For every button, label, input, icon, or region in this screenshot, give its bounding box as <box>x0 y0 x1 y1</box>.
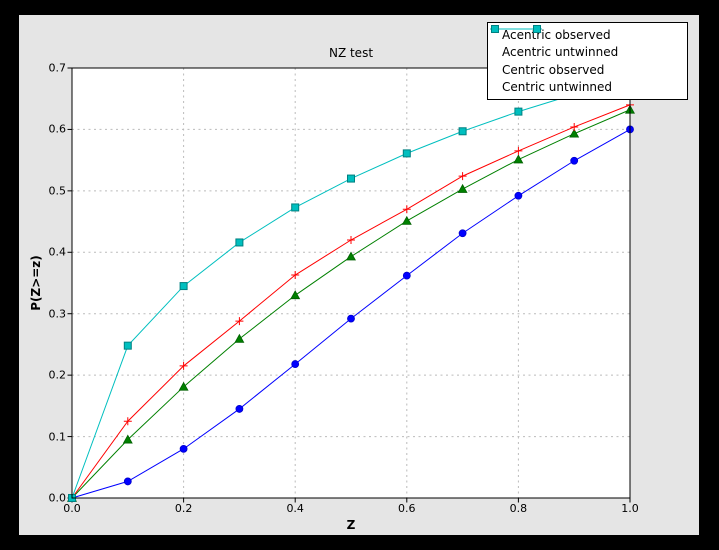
data-point-marker <box>402 205 411 214</box>
x-tick-label: 0.8 <box>509 502 528 515</box>
data-point-marker <box>178 381 189 391</box>
data-point-marker <box>402 149 411 158</box>
data-point-marker <box>458 127 467 136</box>
data-point-marker <box>533 25 541 33</box>
x-tick-label: 0.6 <box>398 502 416 515</box>
data-point-marker <box>179 282 188 291</box>
data-point-marker <box>291 271 300 280</box>
x-tick-label: 1.0 <box>621 502 639 515</box>
legend-label: Acentric observed <box>502 27 611 42</box>
y-tick-label: 0.0 <box>48 491 67 505</box>
data-point-marker <box>491 25 499 33</box>
data-point-marker <box>514 191 523 200</box>
figure-background: 0.0 0.2 0.4 0.6 0.8 1.0 0.0 0.1 0.2 0.3 0.4 0.5 0.6 0… <box>19 15 699 535</box>
legend-label: Centric observed <box>502 62 605 77</box>
x-axis-label: Z <box>346 518 356 532</box>
data-point-marker <box>291 203 300 212</box>
data-point-marker <box>402 271 411 280</box>
y-axis-label: P(Z>=z) <box>29 255 43 311</box>
data-point-marker <box>179 444 188 453</box>
y-tick-label: 0.1 <box>48 430 67 444</box>
data-point-marker <box>458 229 467 238</box>
data-point-marker <box>401 215 412 225</box>
legend: Acentric observed Acentric untwinned Centr… <box>487 22 688 100</box>
data-point-marker <box>569 128 580 138</box>
data-point-marker <box>235 238 244 247</box>
data-point-marker <box>235 405 244 413</box>
legend-label: Acentric untwinned <box>502 45 619 60</box>
legend-line-sample <box>490 25 542 33</box>
legend-label: Centric untwinned <box>502 80 613 95</box>
plot-border <box>71 67 631 499</box>
plot-canvas <box>67 67 635 503</box>
y-tick-label: 0.7 <box>48 61 67 75</box>
data-point-marker <box>123 477 132 486</box>
data-point-marker <box>457 183 468 193</box>
data-point-marker <box>570 156 579 165</box>
y-tick-label: 0.4 <box>48 245 67 259</box>
legend-item: Centric untwinned <box>490 25 681 95</box>
data-point-marker <box>291 360 300 368</box>
y-tick-label: 0.3 <box>48 307 67 321</box>
x-tick-label: 0.2 <box>174 502 193 515</box>
data-point-marker <box>514 146 523 155</box>
data-point-marker <box>179 361 188 370</box>
legend-item: Acentric untwinned <box>490 28 681 60</box>
data-point-marker <box>235 317 244 326</box>
data-point-marker <box>290 290 301 300</box>
data-point-marker <box>234 333 245 343</box>
data-point-marker <box>458 172 467 181</box>
plot-area <box>72 68 630 498</box>
data-point-marker <box>123 341 132 350</box>
y-tick-label: 0.2 <box>48 368 67 382</box>
legend-item: Centric observed <box>490 25 681 77</box>
y-tick-label: 0.5 <box>48 184 67 198</box>
data-point-marker <box>514 107 523 116</box>
data-point-marker <box>122 434 133 444</box>
data-point-marker <box>347 174 355 183</box>
y-tick-label: 0.6 <box>48 122 67 136</box>
data-point-marker <box>347 236 355 244</box>
data-point-marker <box>123 417 132 426</box>
data-point-marker <box>513 154 524 164</box>
data-point-marker <box>347 314 355 323</box>
x-tick-label: 0.0 <box>63 502 81 515</box>
data-point-marker <box>346 251 356 261</box>
data-point-marker <box>570 122 579 131</box>
chart-title: NZ test <box>328 46 374 60</box>
x-tick-label: 0.4 <box>286 502 304 515</box>
